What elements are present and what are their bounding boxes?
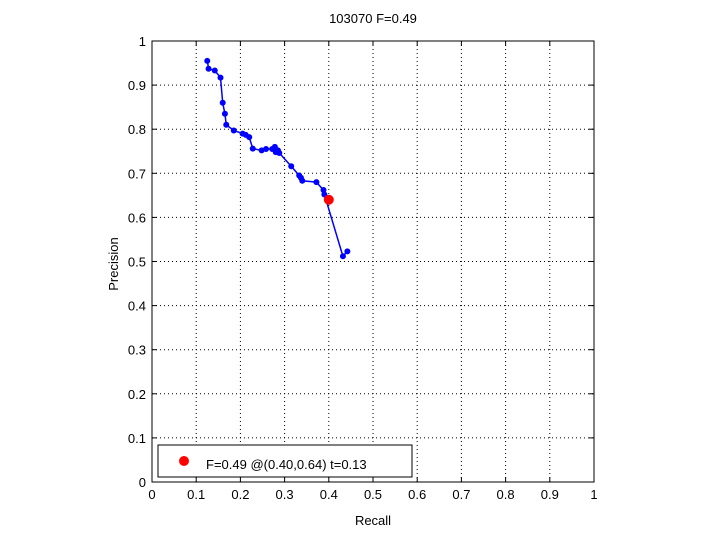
legend-text: F=0.49 @(0.40,0.64) t=0.13: [206, 457, 367, 472]
x-tick-label: 0.2: [231, 487, 249, 502]
y-tick-label: 0.5: [128, 255, 146, 270]
y-tick-label: 0.9: [128, 78, 146, 93]
x-tick-label: 1: [590, 487, 597, 502]
data-point: [217, 74, 224, 81]
data-point: [211, 67, 218, 74]
x-tick-label: 0.1: [187, 487, 205, 502]
data-point: [263, 146, 270, 153]
data-point: [246, 134, 253, 141]
y-tick-label: 0.7: [128, 166, 146, 181]
series-line: [206, 60, 348, 258]
plot-border: [151, 40, 595, 483]
data-point: [230, 127, 237, 134]
y-tick-label: 0.6: [128, 210, 146, 225]
data-point: [339, 253, 346, 260]
plot-area: 0 0.1 0.2 0.3 0.4 0.5 0.6 0.7 0.8 0.9 1 0 0.1 0.2 0.3 0…: [128, 34, 598, 502]
x-axis-label: Recall: [355, 513, 391, 528]
data-point: [204, 57, 211, 64]
data-point: [288, 163, 295, 170]
y-tick-label: 0.8: [128, 122, 146, 137]
x-tick-label: 0.9: [541, 487, 559, 502]
y-tick-label: 0: [139, 475, 146, 490]
chart-title: 103070 F=0.49: [329, 11, 417, 26]
data-point: [249, 145, 256, 152]
x-tick-label: 0.3: [276, 487, 294, 502]
x-tick-label: 0.6: [408, 487, 426, 502]
legend-box: [157, 444, 413, 478]
best-f-point: [323, 194, 334, 205]
y-tick-label: 0.4: [128, 299, 146, 314]
data-point: [344, 248, 351, 255]
grid-lines: [152, 41, 594, 482]
data-point: [219, 99, 226, 106]
y-tick-label: 1: [139, 34, 146, 49]
y-tick-label: 0.1: [128, 431, 146, 446]
data-point: [299, 177, 306, 184]
axis-ticks: 0 0.1 0.2 0.3 0.4 0.5 0.6 0.7 0.8 0.9 1 0 0.1 0.2 0.3 0…: [128, 34, 598, 502]
x-tick-label: 0.4: [320, 487, 338, 502]
legend-marker: [179, 456, 189, 466]
y-axis-label: Precision: [106, 237, 121, 290]
data-point: [276, 150, 283, 157]
series-layer: [204, 57, 351, 260]
x-tick-label: 0.5: [364, 487, 382, 502]
legend: F=0.49 @(0.40,0.64) t=0.13: [157, 444, 413, 478]
data-point: [313, 179, 320, 186]
data-point: [221, 110, 228, 117]
y-tick-label: 0.2: [128, 387, 146, 402]
x-tick-label: 0.7: [452, 487, 470, 502]
y-tick-label: 0.3: [128, 343, 146, 358]
x-tick-label: 0: [148, 487, 155, 502]
data-point: [205, 65, 212, 72]
x-tick-label: 0.8: [497, 487, 515, 502]
data-point: [223, 121, 230, 128]
